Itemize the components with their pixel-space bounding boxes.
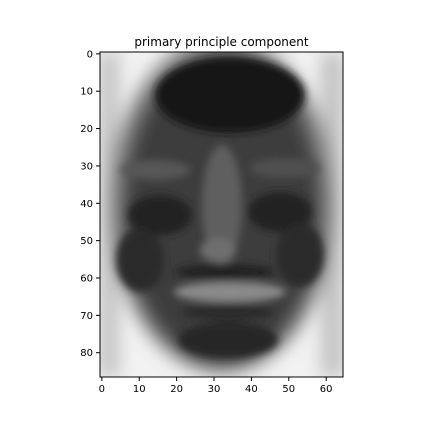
x-tick-label: 20 [170, 384, 183, 395]
x-tick-label: 60 [320, 384, 333, 395]
y-tick-label: 80 [80, 348, 93, 359]
brow-left [120, 160, 190, 180]
x-tick-label: 10 [133, 384, 146, 395]
x-tick-label: 30 [208, 384, 221, 395]
y-tick-label: 20 [80, 124, 93, 135]
x-tick-label: 0 [99, 384, 105, 395]
x-tick-label: 40 [245, 384, 258, 395]
forehead-dark-band [155, 57, 305, 133]
y-tick-label: 40 [80, 199, 93, 210]
y-tick-label: 0 [87, 49, 93, 60]
y-tick-label: 70 [80, 311, 93, 322]
cheek-right [276, 223, 324, 287]
plot-frame [99, 51, 344, 378]
edge-shade-left [100, 52, 118, 377]
x-tick-label: 50 [282, 384, 295, 395]
y-tick-label: 60 [80, 274, 93, 285]
y-axis: 0 10 20 30 40 50 60 70 80 [80, 49, 100, 359]
mouth-upper-shadow [175, 264, 275, 280]
y-tick-label: 50 [80, 236, 93, 247]
mouth-lower-shadow [182, 304, 274, 320]
y-tick-label: 30 [80, 161, 93, 172]
eye-socket-left [128, 195, 192, 235]
y-tick-label: 10 [80, 87, 93, 98]
face-image [100, 52, 343, 377]
x-axis: 0 10 20 30 40 50 60 [99, 377, 333, 395]
nose-bridge [202, 145, 242, 265]
brow-right [250, 158, 320, 178]
cheek-left [116, 228, 164, 292]
chart-title: primary principle component [134, 35, 309, 49]
mouth-lips [174, 282, 286, 302]
eye-socket-right [248, 192, 312, 232]
chin [178, 322, 278, 358]
nose-tip [200, 238, 236, 262]
